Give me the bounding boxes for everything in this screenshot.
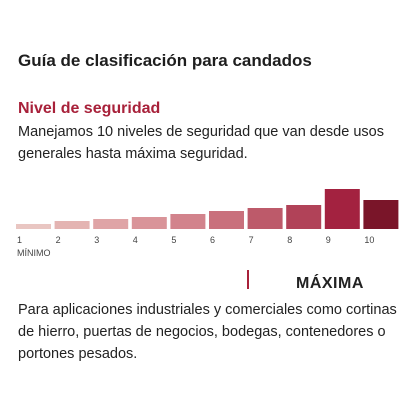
level-bar — [324, 189, 360, 229]
max-description-line: Para aplicaciones industriales y comerci… — [18, 302, 397, 318]
divider — [247, 270, 249, 289]
level-label: 2 — [56, 235, 61, 245]
level-bar — [209, 211, 244, 229]
level-label: 6 — [210, 235, 215, 245]
min-label: MÍNIMO — [17, 248, 51, 258]
level-label: 1 — [17, 235, 22, 245]
level-label: 3 — [94, 235, 99, 245]
level-bar — [363, 200, 399, 229]
description-line: generales hasta máxima seguridad. — [18, 146, 248, 162]
level-bar — [170, 214, 206, 229]
level-label: 5 — [171, 235, 176, 245]
level-bar — [54, 221, 90, 229]
title: Guía de clasificación para candados — [18, 51, 312, 70]
max-label: MÁXIMA — [296, 273, 364, 292]
level-label: 8 — [287, 235, 292, 245]
description-line: Manejamos 10 niveles de seguridad que va… — [18, 124, 384, 140]
level-bar — [286, 205, 322, 229]
level-bar — [16, 224, 51, 229]
level-bar — [247, 208, 283, 229]
level-scale: 1 2 3 4 5 6 7 8 9 10 — [16, 189, 399, 245]
level-label: 4 — [133, 235, 138, 245]
level-label: 10 — [364, 235, 374, 245]
level-label: 7 — [249, 235, 254, 245]
level-label: 9 — [326, 235, 331, 245]
max-description-line: portones pesados. — [18, 346, 137, 362]
section-heading: Nivel de seguridad — [18, 100, 160, 117]
max-description-line: de hierro, puertas de negocios, bodegas,… — [18, 324, 386, 340]
level-bar — [93, 219, 129, 229]
level-bar — [131, 217, 167, 229]
